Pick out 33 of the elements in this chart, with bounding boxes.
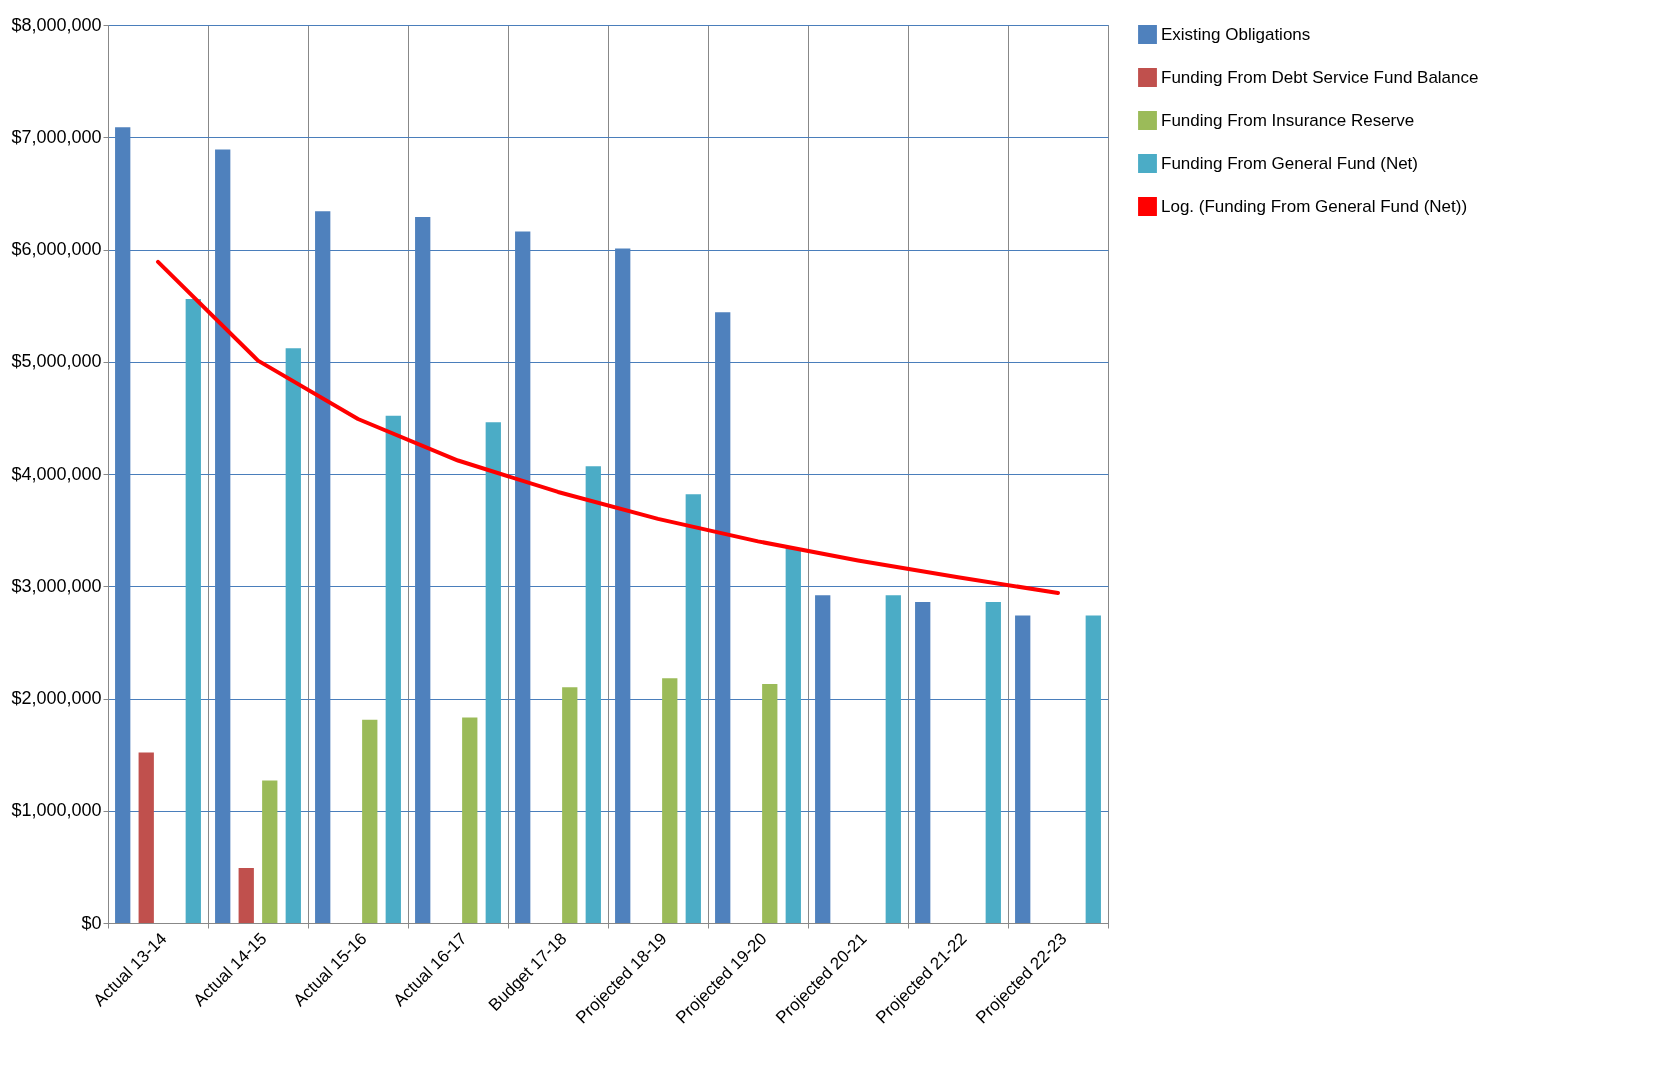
bar bbox=[238, 868, 254, 923]
bar bbox=[985, 601, 1001, 923]
legend-label: Funding From Insurance Reserve bbox=[1161, 110, 1415, 130]
legend-label: Log. (Funding From General Fund (Net)) bbox=[1161, 196, 1468, 216]
bar bbox=[462, 717, 478, 923]
bar bbox=[885, 595, 901, 923]
bar bbox=[485, 422, 501, 923]
legend-label: Funding From Debt Service Fund Balance bbox=[1161, 67, 1479, 87]
bar bbox=[138, 752, 154, 923]
bar bbox=[385, 415, 401, 923]
y-tick-label: $6,000,000 bbox=[11, 239, 102, 259]
bar bbox=[262, 780, 278, 923]
y-tick-label: $5,000,000 bbox=[11, 351, 102, 372]
bar bbox=[762, 683, 778, 923]
y-tick-label: $1,000,000 bbox=[11, 800, 102, 821]
bar bbox=[285, 348, 301, 923]
bar bbox=[585, 466, 601, 923]
y-tick-label: $4,000,000 bbox=[11, 463, 102, 484]
y-tick-label: $7,000,000 bbox=[11, 126, 102, 147]
y-tick-label: $3,000,000 bbox=[11, 575, 102, 596]
bar bbox=[562, 687, 578, 923]
y-tick-label: $2,000,000 bbox=[11, 688, 102, 708]
y-tick-label: $8,000,000 bbox=[11, 14, 102, 35]
line-series bbox=[156, 259, 1060, 595]
legend-label: Funding From General Fund (Net) bbox=[1161, 153, 1418, 173]
bar bbox=[685, 494, 701, 923]
bar bbox=[1085, 615, 1101, 923]
y-tick-label: $0 bbox=[81, 912, 102, 933]
bar bbox=[662, 678, 678, 923]
legend-label: Existing Obligations bbox=[1161, 24, 1311, 44]
bar bbox=[185, 298, 201, 923]
bar bbox=[785, 548, 801, 923]
bar bbox=[362, 719, 378, 923]
